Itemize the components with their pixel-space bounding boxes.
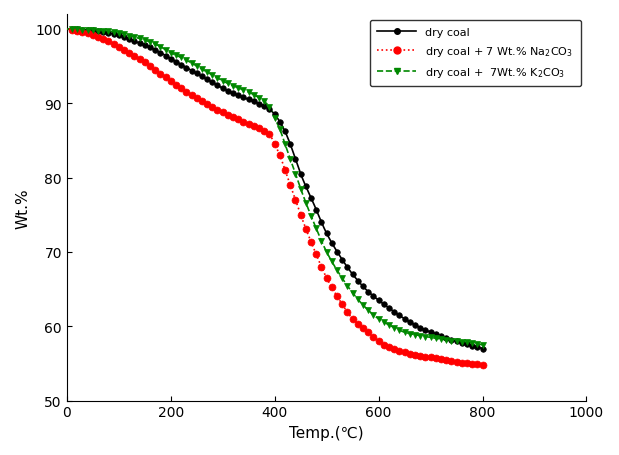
Legend: dry coal, dry coal + 7 Wt.% Na$_2$CO$_3$, dry coal +  7Wt.% K$_2$CO$_3$: dry coal, dry coal + 7 Wt.% Na$_2$CO$_3$…: [370, 20, 581, 87]
X-axis label: Temp.(℃): Temp.(℃): [289, 425, 364, 440]
Y-axis label: Wt.%: Wt.%: [15, 187, 30, 228]
